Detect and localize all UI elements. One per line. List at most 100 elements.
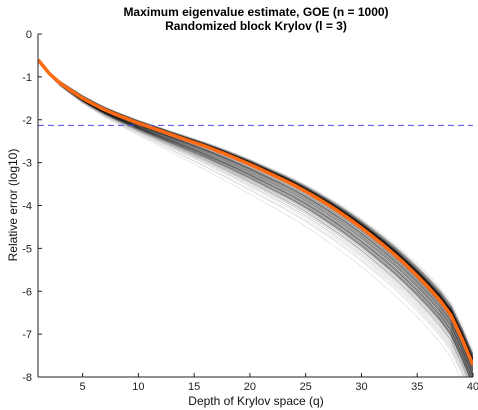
x-tick-label: 40: [467, 381, 478, 393]
trace-line: [38, 59, 473, 358]
trace-line: [38, 59, 473, 358]
trace-line: [38, 59, 472, 377]
trace-line: [38, 59, 471, 377]
trace-line: [38, 59, 473, 362]
trace-line: [38, 59, 473, 358]
trace-line: [38, 59, 473, 361]
trace-line: [38, 59, 473, 362]
trace-line: [38, 59, 473, 360]
y-tick-label: -7: [22, 329, 32, 341]
trace-line: [38, 60, 467, 377]
trace-line: [38, 59, 473, 363]
trace-line: [38, 59, 473, 365]
x-tick-label: 20: [244, 381, 256, 393]
y-tick-label: -6: [22, 286, 32, 298]
trace-line: [38, 59, 473, 364]
trace-line: [38, 59, 473, 358]
trace-line: [38, 59, 473, 366]
trace-line: [38, 58, 473, 358]
trace-line: [38, 59, 473, 364]
trace-line: [38, 59, 473, 364]
trace-line: [38, 59, 473, 377]
trace-line: [38, 59, 473, 365]
trace-line: [38, 59, 473, 362]
trace-line: [38, 59, 473, 377]
trace-line: [38, 59, 471, 377]
trace-line: [38, 59, 473, 362]
trace-line: [38, 59, 473, 361]
trace-line: [38, 59, 473, 377]
trace-line: [38, 58, 473, 356]
trace-line: [38, 59, 473, 363]
chart-subtitle: Randomized block Krylov (l = 3): [165, 19, 347, 33]
trace-line: [38, 60, 467, 377]
trace-line: [38, 59, 473, 364]
trace-line: [38, 59, 473, 377]
y-tick-label: -8: [22, 372, 32, 384]
trace-line: [38, 59, 473, 360]
trace-line: [38, 59, 473, 373]
trace-line: [38, 59, 471, 377]
y-tick-label: 0: [26, 29, 32, 41]
trace-line: [38, 59, 473, 360]
trace-line: [38, 59, 473, 377]
trace-line: [38, 59, 473, 364]
trace-line: [38, 59, 473, 377]
trace-line: [38, 59, 473, 364]
trace-line: [38, 59, 468, 377]
trace-line: [38, 58, 473, 354]
trace-line: [38, 59, 473, 363]
trace-line: [38, 60, 464, 377]
trace-line: [38, 59, 473, 363]
trace-line: [38, 59, 473, 358]
trace-line: [38, 59, 473, 377]
trace-line: [38, 59, 471, 377]
trace-line: [38, 59, 470, 377]
x-tick-label: 5: [80, 381, 86, 393]
trace-line: [38, 59, 473, 363]
trace-line: [38, 59, 473, 376]
trace-line: [38, 59, 473, 364]
trace-line: [38, 60, 465, 377]
trace-line: [38, 59, 471, 377]
y-axis-ticks: 0 -1 -2 -3 -4 -5 -6 -7 -8: [22, 29, 42, 384]
trace-line: [38, 59, 473, 366]
trace-line: [38, 59, 473, 361]
trace-line: [38, 59, 473, 360]
trace-line: [38, 59, 470, 377]
trace-line: [38, 59, 473, 375]
trace-line: [38, 59, 473, 363]
trace-line: [38, 59, 473, 363]
trace-line: [38, 59, 473, 359]
trace-line: [38, 59, 473, 358]
trace-line: [38, 59, 471, 377]
trace-line: [38, 59, 473, 357]
chart-title: Maximum eigenvalue estimate, GOE (n = 10…: [123, 5, 388, 19]
trace-line: [38, 59, 473, 364]
trace-line: [38, 59, 473, 365]
series-line: [38, 58, 473, 366]
x-axis-ticks: 5 10 15 20 25 30 35 40: [80, 373, 478, 393]
trace-line: [38, 59, 473, 362]
x-axis-label: Depth of Krylov space (q): [188, 394, 323, 408]
trace-line: [38, 59, 473, 363]
trace-line: [38, 59, 473, 361]
trace-line: [38, 59, 473, 365]
trace-line: [38, 59, 473, 365]
trace-line: [38, 58, 473, 354]
trace-line: [38, 59, 473, 365]
trace-line: [38, 59, 472, 377]
trace-line: [38, 59, 473, 358]
trace-line: [38, 59, 473, 361]
y-tick-label: -2: [22, 115, 32, 127]
trace-line: [38, 59, 473, 365]
trace-line: [38, 59, 473, 377]
trace-line: [38, 59, 473, 365]
y-axis-label: Relative error (log10): [6, 149, 20, 262]
trace-line: [38, 59, 473, 362]
trace-line: [38, 59, 473, 365]
trace-line: [38, 59, 473, 377]
trace-line: [38, 59, 473, 360]
trace-line: [38, 59, 473, 377]
